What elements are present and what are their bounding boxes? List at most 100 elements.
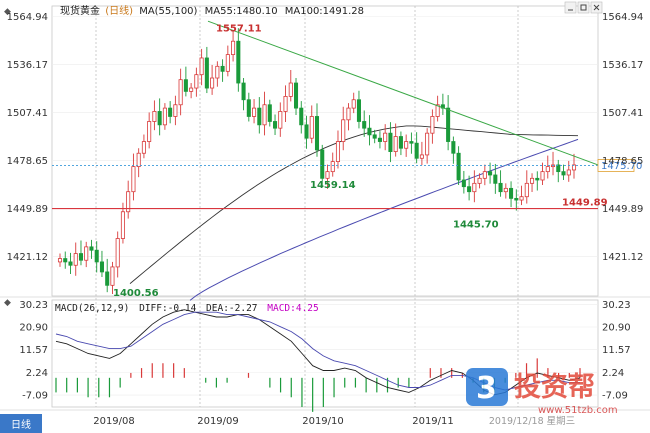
- candle-body: [419, 154, 424, 159]
- candle-body: [514, 197, 519, 201]
- candle-body: [493, 174, 498, 184]
- ma100-line: [189, 138, 579, 301]
- candle-body: [451, 141, 456, 154]
- macd-tick-label-right: -7.09: [602, 391, 628, 402]
- candle-body: [519, 196, 524, 201]
- candle-body: [157, 111, 162, 126]
- candle-body: [362, 121, 367, 129]
- collapse-arrow-icon[interactable]: ◆: [4, 7, 11, 17]
- candle-body: [63, 258, 68, 263]
- current-price-box: [597, 159, 635, 172]
- period-value: 日线: [109, 4, 129, 17]
- macd-dea-label: DEA:-2.27: [206, 303, 257, 314]
- candle-body: [346, 107, 351, 121]
- candle-body: [257, 107, 262, 126]
- candle-body: [372, 134, 377, 139]
- price-tick-label-right: 1449.89: [602, 204, 643, 215]
- candle-body: [498, 182, 503, 193]
- candle-body: [488, 171, 493, 176]
- candle-body: [304, 124, 309, 139]
- candle-body: [325, 171, 330, 179]
- candle-body: [99, 261, 104, 273]
- candle-body: [435, 104, 440, 117]
- minimize-button[interactable]: [564, 1, 577, 14]
- price-tick-label-right: 1421.12: [602, 252, 643, 263]
- candle-body: [84, 246, 89, 261]
- candle-body: [162, 107, 167, 126]
- candle-body: [409, 141, 414, 144]
- candle-body: [115, 238, 120, 268]
- period-label: (日线): [105, 4, 133, 17]
- candle-body: [430, 116, 435, 134]
- candle-body: [461, 179, 466, 188]
- macd-params-label: MACD(26,12,9): [55, 303, 129, 314]
- candle-body: [236, 40, 241, 84]
- candle-body: [472, 182, 477, 193]
- watermark-url: www.51tzb.com: [538, 405, 618, 416]
- candle-body: [545, 166, 550, 173]
- ma55-line: [129, 125, 579, 284]
- candle-body: [556, 164, 561, 173]
- candle-body: [571, 164, 577, 171]
- macd-tick-label-right: 30.23: [602, 300, 631, 311]
- axis-layer: 1564.94 1564.94 1536.17 1536.17 1507.41 1507.…: [0, 12, 643, 433]
- candle-body: [136, 152, 141, 168]
- candle-body: [356, 99, 361, 122]
- candle-body: [314, 116, 320, 151]
- maximize-icon: [580, 4, 587, 11]
- candle-body: [152, 111, 157, 122]
- candle-body: [178, 79, 183, 106]
- period-tab-button[interactable]: [0, 414, 42, 433]
- date-tick-label: 2019/11: [412, 416, 454, 427]
- candle-body: [414, 142, 419, 159]
- price-panel-frame: [51, 5, 599, 297]
- macd-value-label: MACD:4.25: [267, 303, 318, 314]
- date-tick-label: 2019/10: [302, 416, 344, 427]
- candle-body: [141, 141, 146, 154]
- candle-body: [78, 253, 84, 261]
- macd-diff-label: DIFF:-0.14: [139, 303, 196, 314]
- left-toolbar: ◆ ◆: [4, 7, 11, 308]
- candle-body: [456, 152, 461, 181]
- candle-body: [509, 187, 514, 199]
- instrument-title: 现货黄金 (日线) MA(55,100) MA55:1480.10 MA100:…: [60, 4, 364, 17]
- macd-header: MACD(26,12,9) DIFF:-0.14 DEA:-2.27 MACD:…: [55, 303, 319, 314]
- candle-body: [540, 171, 545, 181]
- price-tick-label-left: 1564.94: [7, 12, 48, 23]
- candle-body: [204, 57, 209, 89]
- candle-body: [341, 119, 346, 142]
- candle-body: [524, 182, 529, 198]
- ma-params-label: MA(55,100): [139, 6, 197, 17]
- candle-body: [566, 169, 571, 176]
- candle-body: [131, 166, 136, 193]
- window-controls: [564, 1, 603, 14]
- macd-toggle-icon[interactable]: ◆: [4, 298, 11, 308]
- candle-body: [383, 132, 388, 142]
- descending-trendline: [207, 20, 599, 166]
- candle-body: [252, 107, 257, 117]
- candle-body: [288, 82, 293, 97]
- candle-body: [351, 99, 356, 109]
- price-tick-label-right: 1478.65: [602, 156, 643, 167]
- maximize-button[interactable]: [577, 1, 590, 14]
- candle-body: [194, 74, 199, 89]
- candle-body: [246, 99, 251, 117]
- candle-body: [73, 253, 78, 266]
- watermark-logo-glyph: 3: [476, 371, 497, 406]
- candle-body: [199, 57, 204, 76]
- candle-body: [535, 177, 540, 181]
- price-tick-label-left: 1421.12: [7, 252, 48, 263]
- candle-body: [503, 187, 508, 193]
- date-tick-label: 2019/09: [197, 416, 239, 427]
- watermark-logo-icon: [466, 368, 508, 406]
- candle-body: [299, 107, 304, 126]
- macd-tick-label-left: 2.24: [26, 368, 48, 379]
- candle-body: [189, 87, 194, 92]
- candle-body: [467, 186, 472, 193]
- candle-body: [477, 177, 482, 184]
- candle-body: [320, 149, 325, 179]
- candle-body: [231, 40, 236, 56]
- macd-layer: [55, 309, 581, 412]
- macd-tick-label-left: 11.57: [19, 345, 48, 356]
